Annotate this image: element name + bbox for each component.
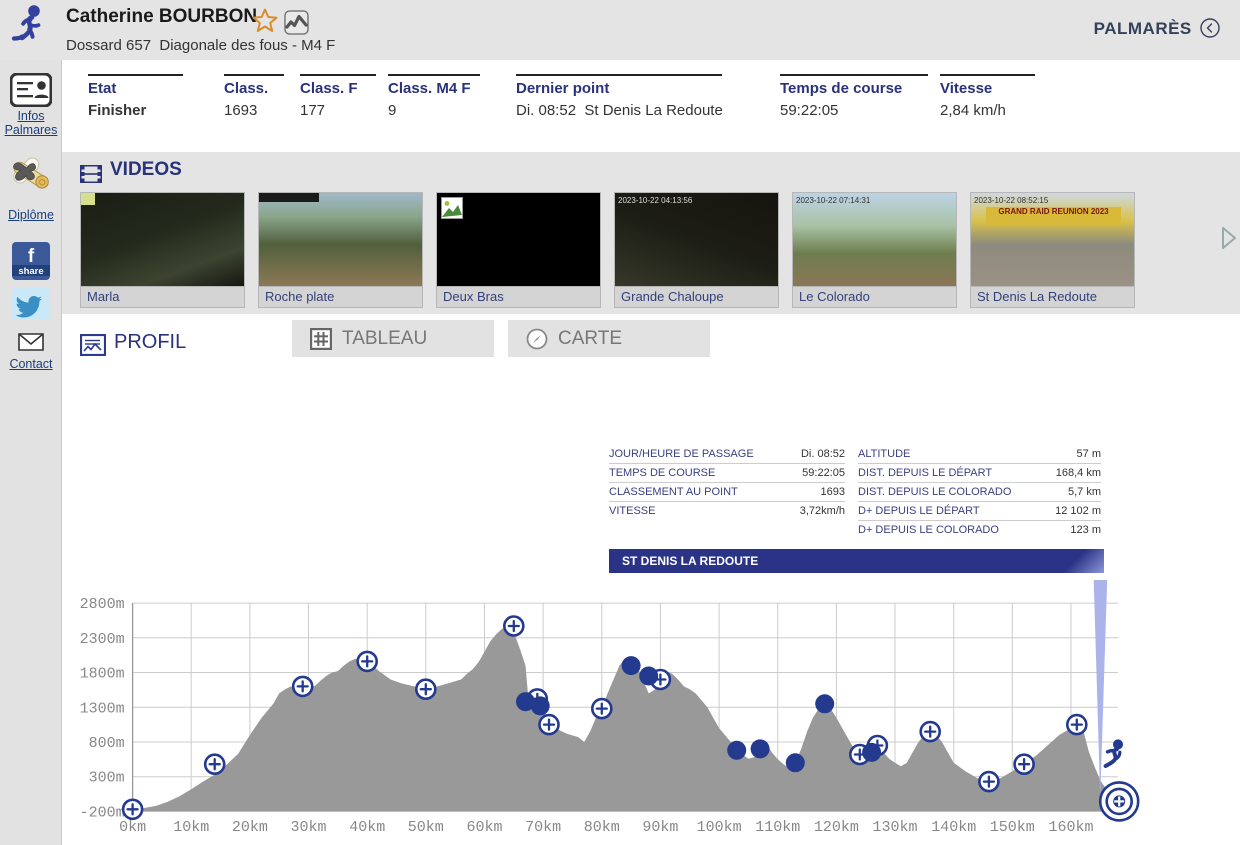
svg-text:150km: 150km [990, 819, 1035, 836]
svg-text:70km: 70km [525, 819, 561, 836]
svg-text:2300m: 2300m [80, 631, 125, 648]
svg-text:20km: 20km [232, 819, 268, 836]
svg-text:10km: 10km [173, 819, 209, 836]
svg-text:120km: 120km [814, 819, 859, 836]
svg-text:100km: 100km [697, 819, 742, 836]
svg-text:300m: 300m [89, 770, 125, 787]
svg-text:f: f [28, 246, 35, 267]
svg-text:80km: 80km [584, 819, 620, 836]
svg-text:-200m: -200m [80, 804, 125, 821]
svg-text:2800m: 2800m [80, 596, 125, 613]
svg-text:30km: 30km [290, 819, 326, 836]
svg-text:share: share [18, 266, 43, 277]
svg-text:130km: 130km [872, 819, 917, 836]
svg-text:160km: 160km [1048, 819, 1093, 836]
svg-text:1300m: 1300m [80, 700, 125, 717]
svg-text:90km: 90km [642, 819, 678, 836]
svg-text:40km: 40km [349, 819, 385, 836]
svg-text:0km: 0km [119, 819, 146, 836]
svg-text:140km: 140km [931, 819, 976, 836]
svg-text:60km: 60km [466, 819, 502, 836]
svg-text:110km: 110km [755, 819, 800, 836]
svg-text:800m: 800m [89, 735, 125, 752]
svg-text:1800m: 1800m [80, 666, 125, 683]
svg-text:50km: 50km [408, 819, 444, 836]
